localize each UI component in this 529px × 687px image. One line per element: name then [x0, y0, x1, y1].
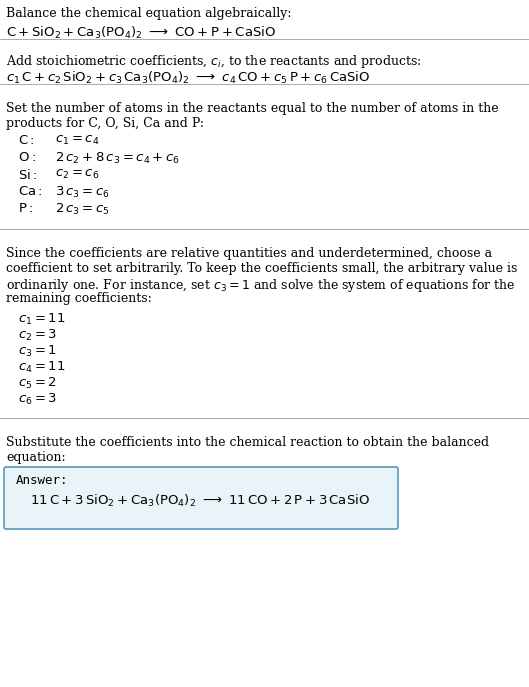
Text: $c_1 = c_4$: $c_1 = c_4$ — [55, 134, 99, 147]
Text: Add stoichiometric coefficients, $c_i$, to the reactants and products:: Add stoichiometric coefficients, $c_i$, … — [6, 53, 422, 70]
Text: Balance the chemical equation algebraically:: Balance the chemical equation algebraica… — [6, 7, 291, 20]
Text: remaining coefficients:: remaining coefficients: — [6, 292, 152, 305]
Text: $11\,\mathrm{C} + 3\,\mathrm{SiO_2} + \mathrm{Ca_3(PO_4)_2}\ \longrightarrow \ 1: $11\,\mathrm{C} + 3\,\mathrm{SiO_2} + \m… — [30, 493, 370, 509]
Text: Substitute the coefficients into the chemical reaction to obtain the balanced: Substitute the coefficients into the che… — [6, 436, 489, 449]
Text: $2\,c_2 + 8\,c_3 = c_4 + c_6$: $2\,c_2 + 8\,c_3 = c_4 + c_6$ — [55, 151, 180, 166]
Text: $c_4 = 11$: $c_4 = 11$ — [18, 360, 66, 375]
Text: $2\,c_3 = c_5$: $2\,c_3 = c_5$ — [55, 202, 110, 217]
Text: $c_5 = 2$: $c_5 = 2$ — [18, 376, 57, 391]
Text: $\mathrm{C + SiO_2 + Ca_3(PO_4)_2 \ \longrightarrow \ CO + P + CaSiO}$: $\mathrm{C + SiO_2 + Ca_3(PO_4)_2 \ \lon… — [6, 25, 276, 41]
Text: coefficient to set arbitrarily. To keep the coefficients small, the arbitrary va: coefficient to set arbitrarily. To keep … — [6, 262, 517, 275]
Text: $\mathrm{P:}$: $\mathrm{P:}$ — [18, 202, 33, 215]
Text: $\mathrm{C:}$: $\mathrm{C:}$ — [18, 134, 35, 147]
Text: $c_1\,\mathrm{C} + c_2\,\mathrm{SiO_2} + c_3\,\mathrm{Ca_3(PO_4)_2}\ \longrighta: $c_1\,\mathrm{C} + c_2\,\mathrm{SiO_2} +… — [6, 70, 370, 86]
Text: $\mathrm{Si:}$: $\mathrm{Si:}$ — [18, 168, 38, 182]
Text: Since the coefficients are relative quantities and underdetermined, choose a: Since the coefficients are relative quan… — [6, 247, 492, 260]
Text: equation:: equation: — [6, 451, 66, 464]
FancyBboxPatch shape — [4, 467, 398, 529]
Text: Answer:: Answer: — [16, 474, 68, 487]
Text: products for C, O, Si, Ca and P:: products for C, O, Si, Ca and P: — [6, 117, 204, 130]
Text: $\mathrm{Ca:}$: $\mathrm{Ca:}$ — [18, 185, 43, 198]
Text: $c_2 = 3$: $c_2 = 3$ — [18, 328, 57, 343]
Text: ordinarily one. For instance, set $c_3 = 1$ and solve the system of equations fo: ordinarily one. For instance, set $c_3 =… — [6, 277, 516, 294]
Text: $c_1 = 11$: $c_1 = 11$ — [18, 312, 66, 327]
Text: $\mathrm{O:}$: $\mathrm{O:}$ — [18, 151, 36, 164]
Text: $c_6 = 3$: $c_6 = 3$ — [18, 392, 57, 407]
Text: Set the number of atoms in the reactants equal to the number of atoms in the: Set the number of atoms in the reactants… — [6, 102, 499, 115]
Text: $c_2 = c_6$: $c_2 = c_6$ — [55, 168, 99, 181]
Text: $c_3 = 1$: $c_3 = 1$ — [18, 344, 57, 359]
Text: $3\,c_3 = c_6$: $3\,c_3 = c_6$ — [55, 185, 110, 200]
